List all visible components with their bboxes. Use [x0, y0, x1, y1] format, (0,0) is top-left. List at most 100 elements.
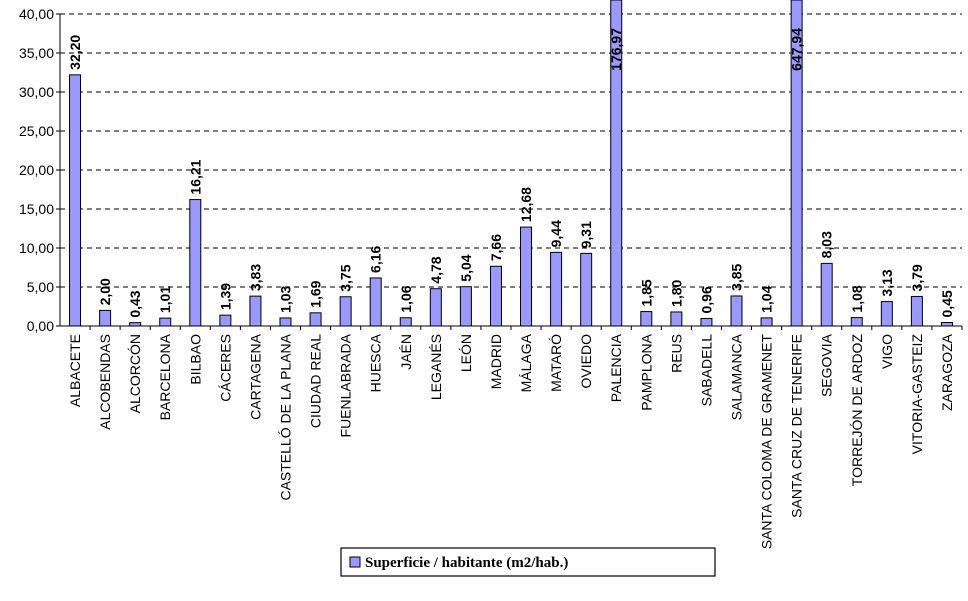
x-category-label: ALBACETE [67, 334, 83, 407]
bar [339, 296, 352, 327]
bar [399, 317, 412, 327]
bar [850, 317, 863, 327]
bar [249, 295, 262, 327]
y-tick-label: 25,00 [19, 123, 54, 139]
bar [309, 312, 322, 327]
bar [279, 317, 292, 327]
bar [489, 265, 502, 327]
x-category-label: ALCOBENDAS [97, 334, 113, 430]
x-category-label: JAÉN [398, 334, 414, 370]
bar [129, 322, 142, 327]
x-category-label: ALCORCÓN [127, 334, 143, 413]
bar [550, 251, 563, 327]
x-category-label: CARTAGENA [247, 333, 263, 419]
y-tick-label: 10,00 [19, 240, 54, 256]
legend-swatch [349, 556, 361, 568]
data-label: 2,00 [97, 278, 113, 305]
bar [640, 311, 653, 327]
data-label: 1,80 [668, 279, 684, 306]
x-category-label: REUS [668, 334, 684, 373]
data-label: 7,66 [488, 234, 504, 261]
data-label: 647,94 [789, 28, 805, 71]
x-category-label: VIGO [879, 334, 895, 369]
y-tick-label: 30,00 [19, 84, 54, 100]
x-category-label: SALAMANCA [729, 333, 745, 420]
bar [910, 295, 923, 327]
data-label: 0,96 [698, 286, 714, 313]
x-category-label: LEÓN [458, 334, 474, 372]
data-label: 9,44 [548, 220, 564, 247]
x-category-label: SANTA CRUZ DE TENERIFE [789, 334, 805, 518]
data-label: 3,13 [879, 269, 895, 296]
data-labels: 32,20 2,00 0,43 1,01 16,21 1,39 3,83 1,03 1,69 3,… [67, 28, 955, 318]
bar [580, 252, 593, 327]
bar [760, 317, 773, 327]
bar [940, 321, 953, 327]
x-category-label: SABADELL [698, 334, 714, 407]
bar [369, 277, 382, 327]
bar [730, 295, 743, 327]
y-tick-label: 5,00 [27, 279, 54, 295]
x-category-label: HUESCA [368, 333, 384, 392]
x-category-label: TORREJÓN DE ARDOZ [849, 334, 865, 487]
data-label: 1,06 [398, 285, 414, 312]
legend-label: Superficie / habitante (m2/hab.) [365, 555, 568, 571]
x-category-label: BILBAO [187, 334, 203, 385]
data-label: 1,39 [217, 283, 233, 310]
bar [189, 199, 202, 327]
data-label: 1,85 [638, 279, 654, 306]
bar [219, 314, 232, 327]
x-category-label: BARCELONA [157, 333, 173, 420]
data-label: 3,75 [338, 264, 354, 291]
y-tick-label: 0,00 [27, 318, 54, 334]
x-category-labels: ALBACETE ALCOBENDAS ALCORCÓN BARCELONA BILBA… [67, 333, 955, 549]
data-label: 12,68 [518, 187, 534, 222]
x-category-label: MATARÓ [548, 334, 564, 392]
bar [159, 317, 172, 327]
bars [69, 0, 953, 327]
x-category-label: PAMPLONA [638, 333, 654, 410]
data-label: 3,83 [247, 264, 263, 291]
x-category-label: CIUDAD REAL [308, 334, 324, 428]
x-category-label: ZARAGOZA [939, 333, 955, 411]
data-label: 5,04 [458, 254, 474, 281]
data-label: 1,08 [849, 285, 865, 312]
data-label: 9,31 [578, 221, 594, 248]
data-label: 3,85 [729, 264, 745, 291]
x-category-label: OVIEDO [578, 334, 594, 389]
gridlines [60, 13, 962, 288]
bar [520, 226, 533, 327]
x-category-label: MADRID [488, 334, 504, 389]
data-label: 8,03 [819, 231, 835, 258]
x-category-label: CÁCERES [217, 334, 233, 402]
data-label: 16,21 [187, 159, 203, 194]
data-label: 176,97 [608, 28, 624, 71]
x-category-label: LEGANÉS [428, 334, 444, 400]
data-label: 1,01 [157, 286, 173, 313]
bar [700, 318, 713, 327]
x-category-label: FUENLABRADA [338, 333, 354, 437]
bar [880, 301, 893, 327]
data-label: 4,78 [428, 256, 444, 283]
data-label: 0,43 [127, 290, 143, 317]
legend: Superficie / habitante (m2/hab.) [340, 547, 716, 577]
data-label: 32,20 [67, 35, 83, 70]
x-category-label: SANTA COLOMA DE GRAMENET [759, 334, 775, 550]
y-tick-labels: 0,00 5,00 10,00 15,00 20,00 25,00 30,00 35,00 40… [19, 6, 54, 334]
bar [99, 309, 112, 327]
bar [670, 311, 683, 327]
bar [69, 74, 82, 327]
x-category-label: MÁLAGA [518, 333, 534, 392]
data-label: 1,03 [278, 286, 294, 313]
data-label: 1,69 [308, 280, 324, 307]
bar [429, 288, 442, 327]
y-tick-label: 40,00 [19, 6, 54, 22]
axes [56, 13, 963, 330]
bar [820, 262, 833, 327]
y-tick-label: 15,00 [19, 201, 54, 217]
data-label: 1,04 [759, 285, 775, 312]
data-label: 0,45 [939, 290, 955, 317]
data-label: 6,16 [368, 245, 384, 272]
legend-box [340, 547, 716, 577]
